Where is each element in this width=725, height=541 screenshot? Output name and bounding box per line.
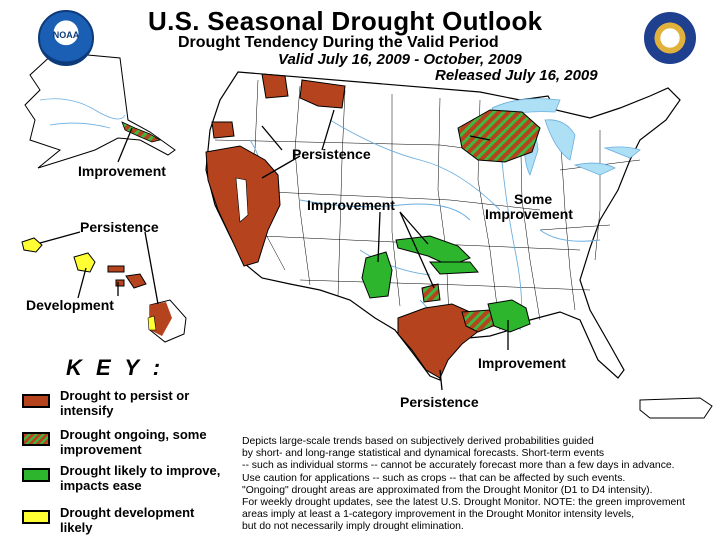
gulf-improvement (487, 299, 531, 333)
valid-period: Valid July 16, 2009 - October, 2009 (278, 51, 522, 68)
alaska-improvement-area (121, 121, 162, 143)
texas-persist (397, 303, 481, 379)
hawaii-molokai (107, 265, 125, 273)
noaa-logo: NOAA (38, 10, 94, 66)
disclaimer-notes: Depicts large-scale trends based on subj… (242, 436, 722, 534)
hawaii-lanai (115, 279, 125, 287)
label-persistence-texas: Persistence (400, 394, 479, 410)
gulf-hatched (461, 309, 499, 333)
key-swatch-improve (22, 468, 50, 482)
hawaii-kauai (21, 237, 43, 253)
key-label-hatched: Drought ongoing, some improvement (60, 427, 207, 457)
key-label-develop: Drought development likely (60, 505, 195, 535)
note-line: "Ongoing" drought areas are approximated… (242, 484, 653, 496)
note-line: areas imply at least a 1-category improv… (242, 509, 635, 521)
montana-persist-2 (299, 79, 346, 109)
key-swatch-hatched (22, 432, 50, 446)
alaska-rivers (39, 98, 126, 129)
note-line: Use caution for applications -- such as … (242, 472, 626, 484)
label-persistence-hawaii: Persistence (80, 219, 159, 235)
release-date: Released July 16, 2009 (435, 67, 598, 84)
leader-lines (39, 109, 509, 391)
note-line: Depicts large-scale trends based on subj… (242, 436, 594, 447)
upper-midwest-hatched (457, 109, 541, 163)
alaska-outline (24, 51, 176, 169)
key-swatch-develop (22, 510, 50, 524)
hawaii-maui (125, 273, 147, 289)
washington-persist (211, 121, 235, 139)
commerce-seal-logo (644, 12, 696, 64)
page-subtitle: Drought Tendency During the Valid Period (178, 34, 499, 51)
label-development-hawaii: Development (26, 297, 114, 313)
new-mexico-improvement (361, 251, 393, 299)
key-label-improve: Drought likely to improve, impacts ease (60, 463, 221, 493)
note-line: -- such as individual storms -- cannot b… (242, 460, 675, 472)
key-label-persist: Drought to persist or intensify (60, 388, 190, 418)
oklahoma-improvement (428, 261, 479, 275)
nevada-white-gap (235, 177, 249, 223)
label-some-improvement: Improvement (485, 206, 573, 222)
hawaii-big-island-develop (147, 315, 157, 331)
hawaii-oahu (73, 252, 96, 273)
page-title: U.S. Seasonal Drought Outlook (148, 6, 543, 36)
label-improvement-south: Improvement (478, 355, 566, 371)
label-persistence-west: Persistence (292, 146, 371, 162)
label-some: Some (514, 191, 553, 207)
key-title: K E Y : (66, 355, 165, 380)
note-line: For weekly drought updates, see the late… (242, 497, 685, 509)
puerto-rico (639, 397, 713, 419)
montana-persist-1 (261, 73, 289, 99)
note-line: but do not necessarily imply drought eli… (242, 521, 464, 533)
state-borders (214, 79, 641, 341)
key-swatch-persist (22, 394, 50, 408)
label-improvement-alaska: Improvement (78, 163, 166, 179)
label-improvement-plains: Improvement (307, 197, 395, 213)
note-line: by short- and long-range statistical and… (242, 448, 605, 460)
noaa-logo-text: NOAA (52, 30, 80, 40)
